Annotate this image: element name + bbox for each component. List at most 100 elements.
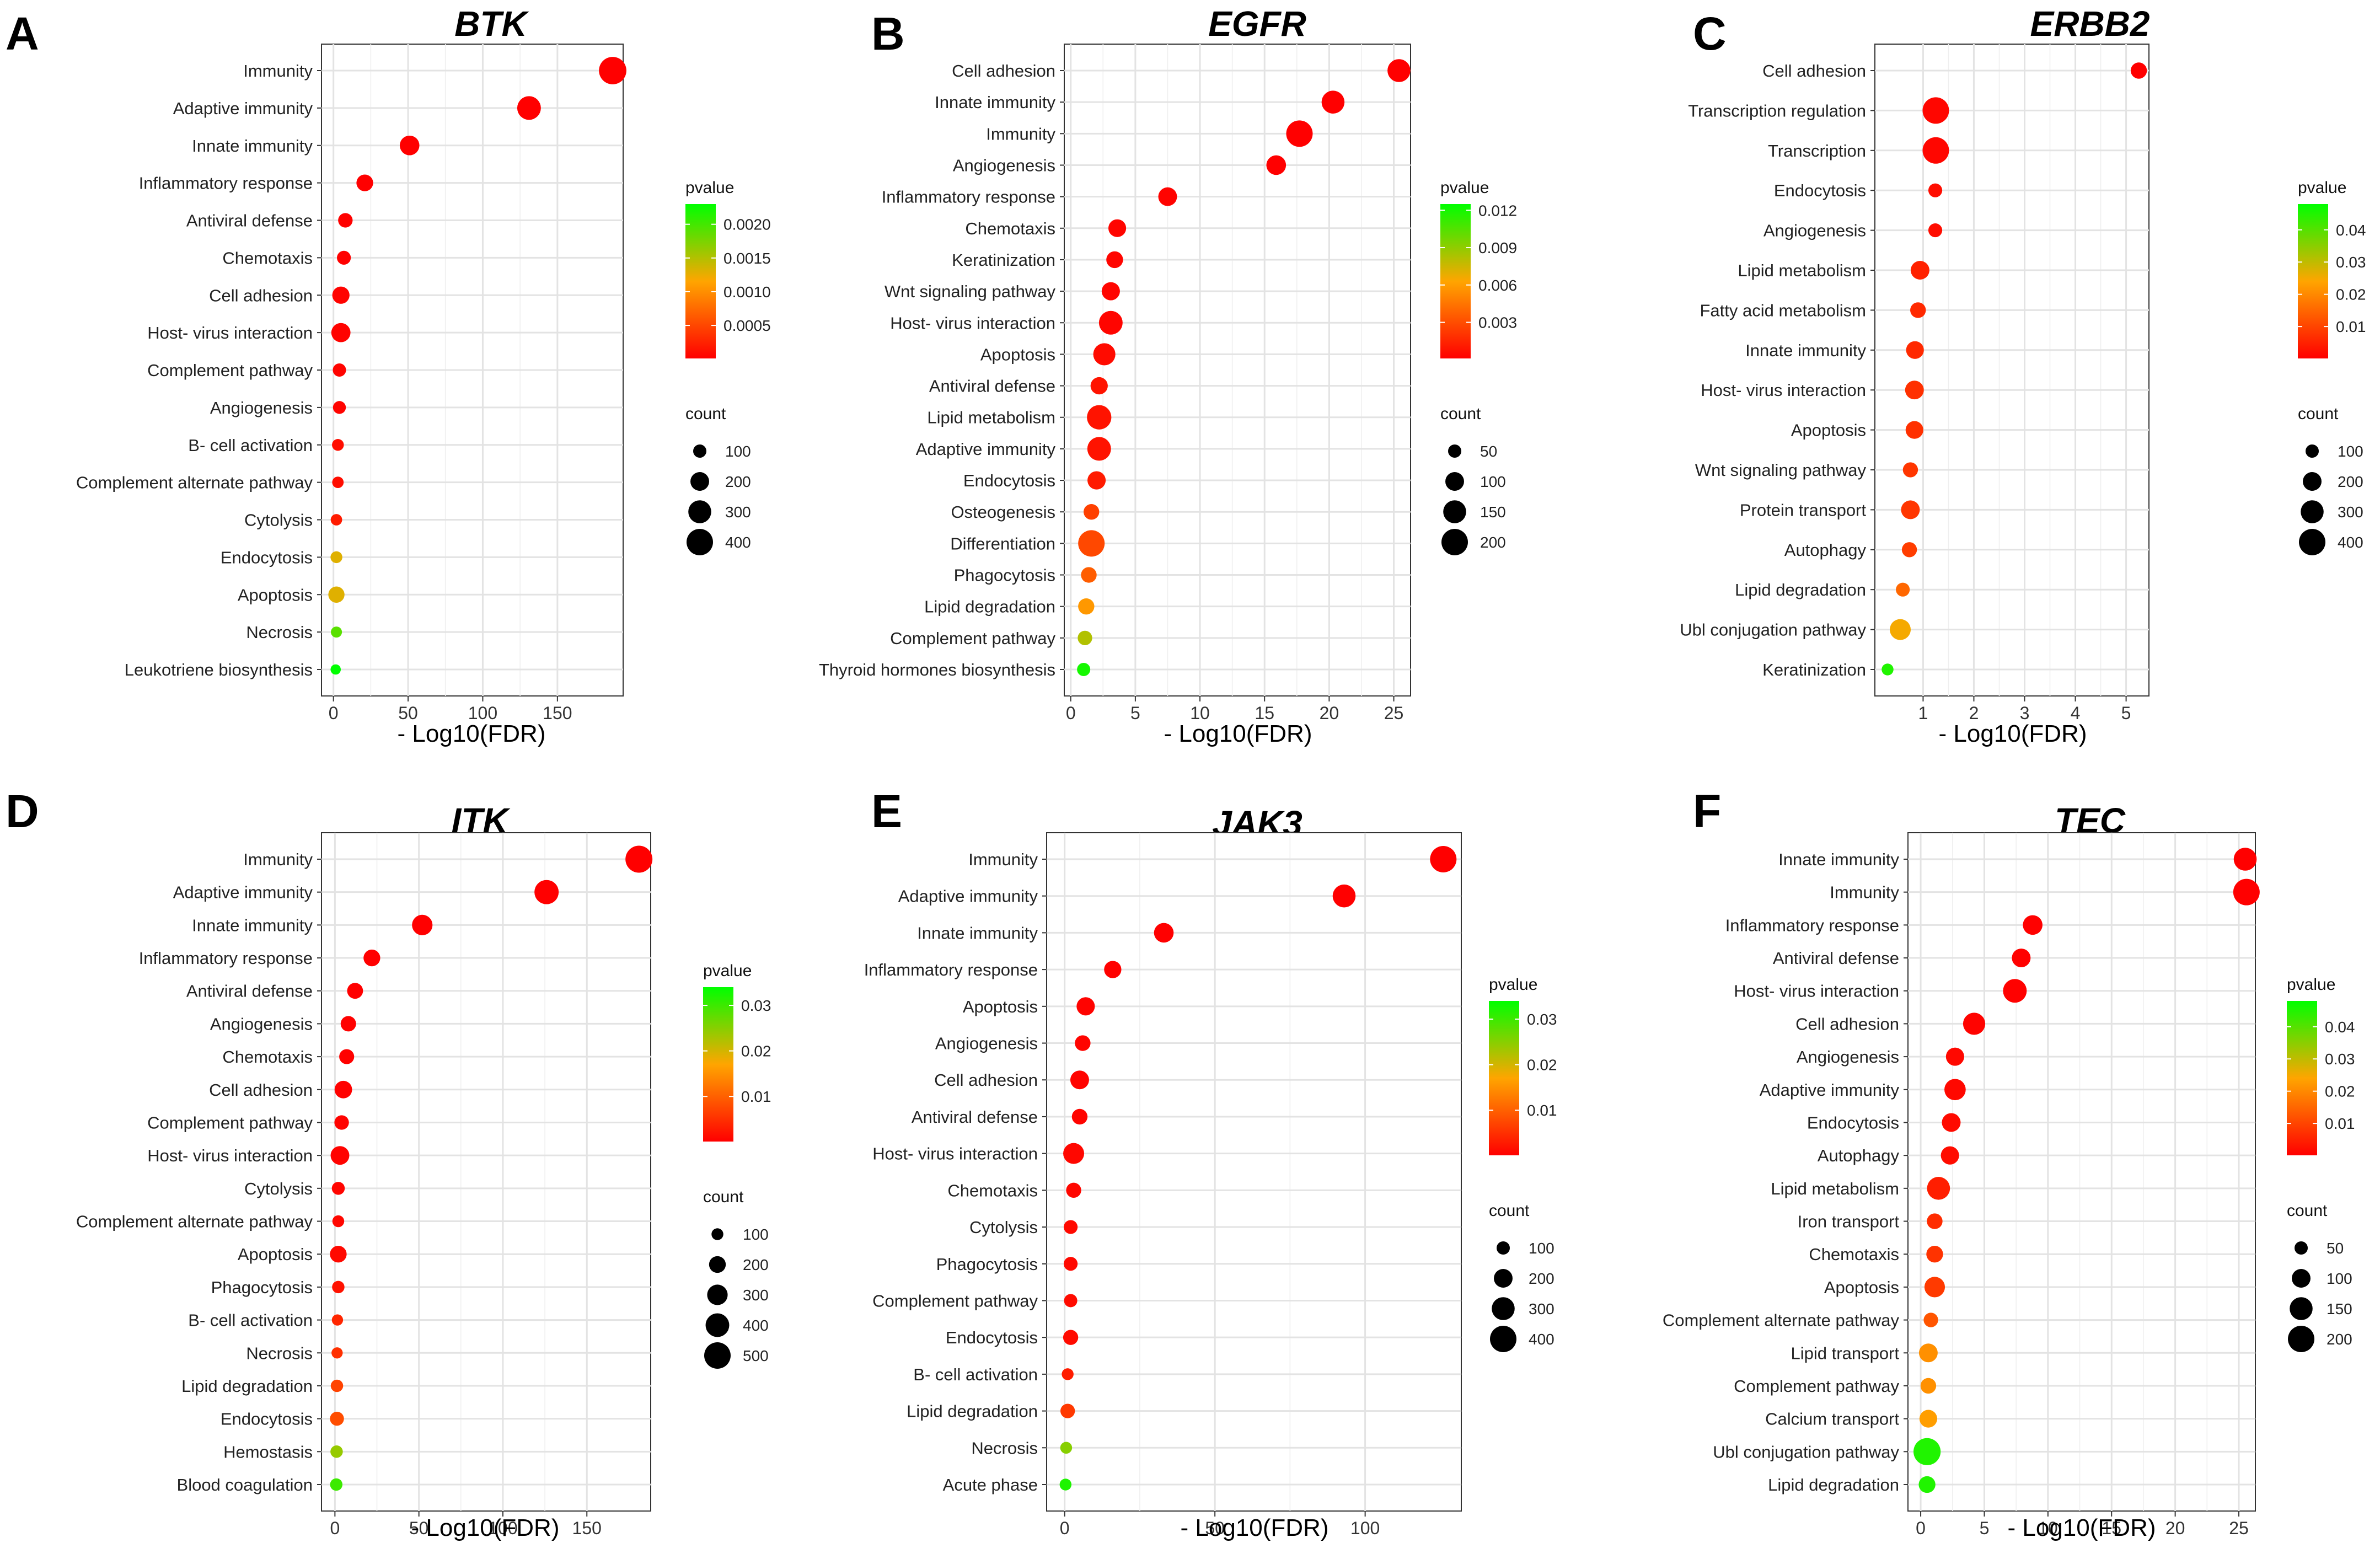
category-label: Thyroid hormones biosynthesis xyxy=(819,660,1055,679)
data-point xyxy=(1927,1177,1950,1200)
category-label: Innate immunity xyxy=(1778,850,1899,869)
category-label: Lipid metabolism xyxy=(1771,1179,1899,1198)
category-label: Cell adhesion xyxy=(952,61,1055,81)
legend-count-title: count xyxy=(2287,1202,2328,1220)
data-point xyxy=(339,1049,355,1064)
legend-size-marker xyxy=(693,444,706,458)
data-point xyxy=(337,250,351,265)
data-point xyxy=(1059,1478,1072,1491)
data-point xyxy=(1076,997,1095,1016)
category-label: Fatty acid metabolism xyxy=(1700,301,1867,320)
panel-letter: F xyxy=(1693,785,1721,837)
data-point xyxy=(1081,567,1097,583)
category-label: Lipid degradation xyxy=(181,1376,313,1396)
x-tick-label: 0 xyxy=(1916,1518,1926,1538)
category-label: Angiogenesis xyxy=(935,1034,1038,1053)
data-point xyxy=(1106,251,1123,269)
colorbar-label: 0.03 xyxy=(2336,254,2366,271)
category-label: Host- virus interaction xyxy=(872,1144,1038,1164)
data-point xyxy=(1890,619,1911,640)
data-point xyxy=(1075,1035,1091,1051)
legend-size-label: 100 xyxy=(1529,1240,1554,1257)
category-label: Adaptive immunity xyxy=(1760,1080,1900,1100)
legend-colorbar xyxy=(1489,1001,1519,1155)
data-point xyxy=(1063,1330,1079,1345)
category-label: Adaptive immunity xyxy=(173,883,313,902)
category-label: Cell adhesion xyxy=(1795,1014,1899,1033)
legend-size-marker xyxy=(1441,529,1468,555)
category-label: Inflammatory response xyxy=(139,949,313,968)
data-point xyxy=(1910,261,1929,280)
x-axis-title: - Log10(FDR) xyxy=(398,720,546,747)
x-tick-label: 3 xyxy=(2020,703,2030,723)
data-point xyxy=(330,1379,344,1392)
category-label: Ubl conjugation pathway xyxy=(1680,620,1866,640)
legend-size-label: 300 xyxy=(743,1287,769,1304)
plot-area xyxy=(321,832,651,1512)
legend-size-marker xyxy=(709,1256,726,1273)
x-tick-label: 2 xyxy=(1969,703,1979,723)
colorbar-label: 0.0005 xyxy=(723,317,771,334)
data-point xyxy=(332,1281,345,1294)
legend-count-title: count xyxy=(1440,405,1481,423)
x-tick-label: 50 xyxy=(398,703,418,723)
data-point xyxy=(399,135,420,156)
data-point xyxy=(1918,1343,1938,1363)
x-tick-label: 15 xyxy=(2102,1518,2121,1538)
data-point xyxy=(1286,120,1313,147)
panel-title: EGFR xyxy=(1208,4,1306,44)
data-point xyxy=(331,323,351,342)
legend-size-marker xyxy=(2306,444,2319,458)
colorbar-label: 0.0020 xyxy=(723,216,771,233)
data-point xyxy=(534,880,559,904)
data-point xyxy=(1098,310,1123,335)
data-point xyxy=(625,845,653,873)
colorbar-label: 0.01 xyxy=(1527,1102,1557,1119)
colorbar-label: 0.003 xyxy=(1478,314,1517,331)
data-point xyxy=(1154,923,1174,943)
colorbar-label: 0.03 xyxy=(1527,1011,1557,1028)
colorbar-label: 0.0015 xyxy=(723,250,771,267)
legend-pvalue-title: pvalue xyxy=(685,179,734,197)
category-label: Host- virus interaction xyxy=(1701,381,1866,400)
category-label: Apoptosis xyxy=(238,585,313,604)
category-label: Complement pathway xyxy=(1734,1376,1899,1396)
legend-size-label: 200 xyxy=(725,473,751,490)
x-axis-title: - Log10(FDR) xyxy=(2008,1514,2156,1541)
legend-colorbar xyxy=(2287,1001,2317,1155)
category-label: Adaptive immunity xyxy=(173,99,313,118)
data-point xyxy=(1062,1368,1074,1380)
category-label: Angiogenesis xyxy=(210,398,313,417)
data-point xyxy=(1387,59,1411,82)
legend-colorbar xyxy=(685,204,716,358)
data-point xyxy=(330,514,342,526)
category-label: Phagocytosis xyxy=(936,1255,1038,1274)
data-point xyxy=(1078,530,1105,557)
data-point xyxy=(1922,97,1949,124)
data-point xyxy=(1060,1442,1073,1454)
x-tick-label: 1 xyxy=(1918,703,1928,723)
category-label: Host- virus interaction xyxy=(147,323,313,342)
category-label: Innate immunity xyxy=(192,915,313,935)
category-label: Hemostasis xyxy=(223,1442,313,1461)
colorbar-label: 0.02 xyxy=(1527,1057,1557,1074)
data-point xyxy=(332,1215,345,1228)
x-tick-label: 0 xyxy=(330,1518,340,1538)
legend-size-marker xyxy=(1445,472,1464,491)
legend-size-marker xyxy=(2292,1269,2311,1288)
category-label: Lipid degradation xyxy=(1735,580,1866,599)
data-point xyxy=(2130,62,2147,79)
category-label: Lipid degradation xyxy=(907,1402,1038,1421)
legend-size-marker xyxy=(1494,1269,1513,1288)
x-axis-title: - Log10(FDR) xyxy=(411,1514,560,1541)
category-label: Transcription xyxy=(1768,141,1866,160)
plot-area xyxy=(1046,832,1462,1512)
category-label: Chemotaxis xyxy=(222,248,313,267)
data-point xyxy=(1063,1143,1085,1164)
x-tick-label: 10 xyxy=(2038,1518,2058,1538)
x-tick-label: 100 xyxy=(1350,1518,1380,1538)
category-label: Endocytosis xyxy=(221,548,313,567)
legend-pvalue-title: pvalue xyxy=(1440,179,1489,197)
x-tick-label: 10 xyxy=(1190,703,1210,723)
colorbar-label: 0.03 xyxy=(741,997,771,1014)
